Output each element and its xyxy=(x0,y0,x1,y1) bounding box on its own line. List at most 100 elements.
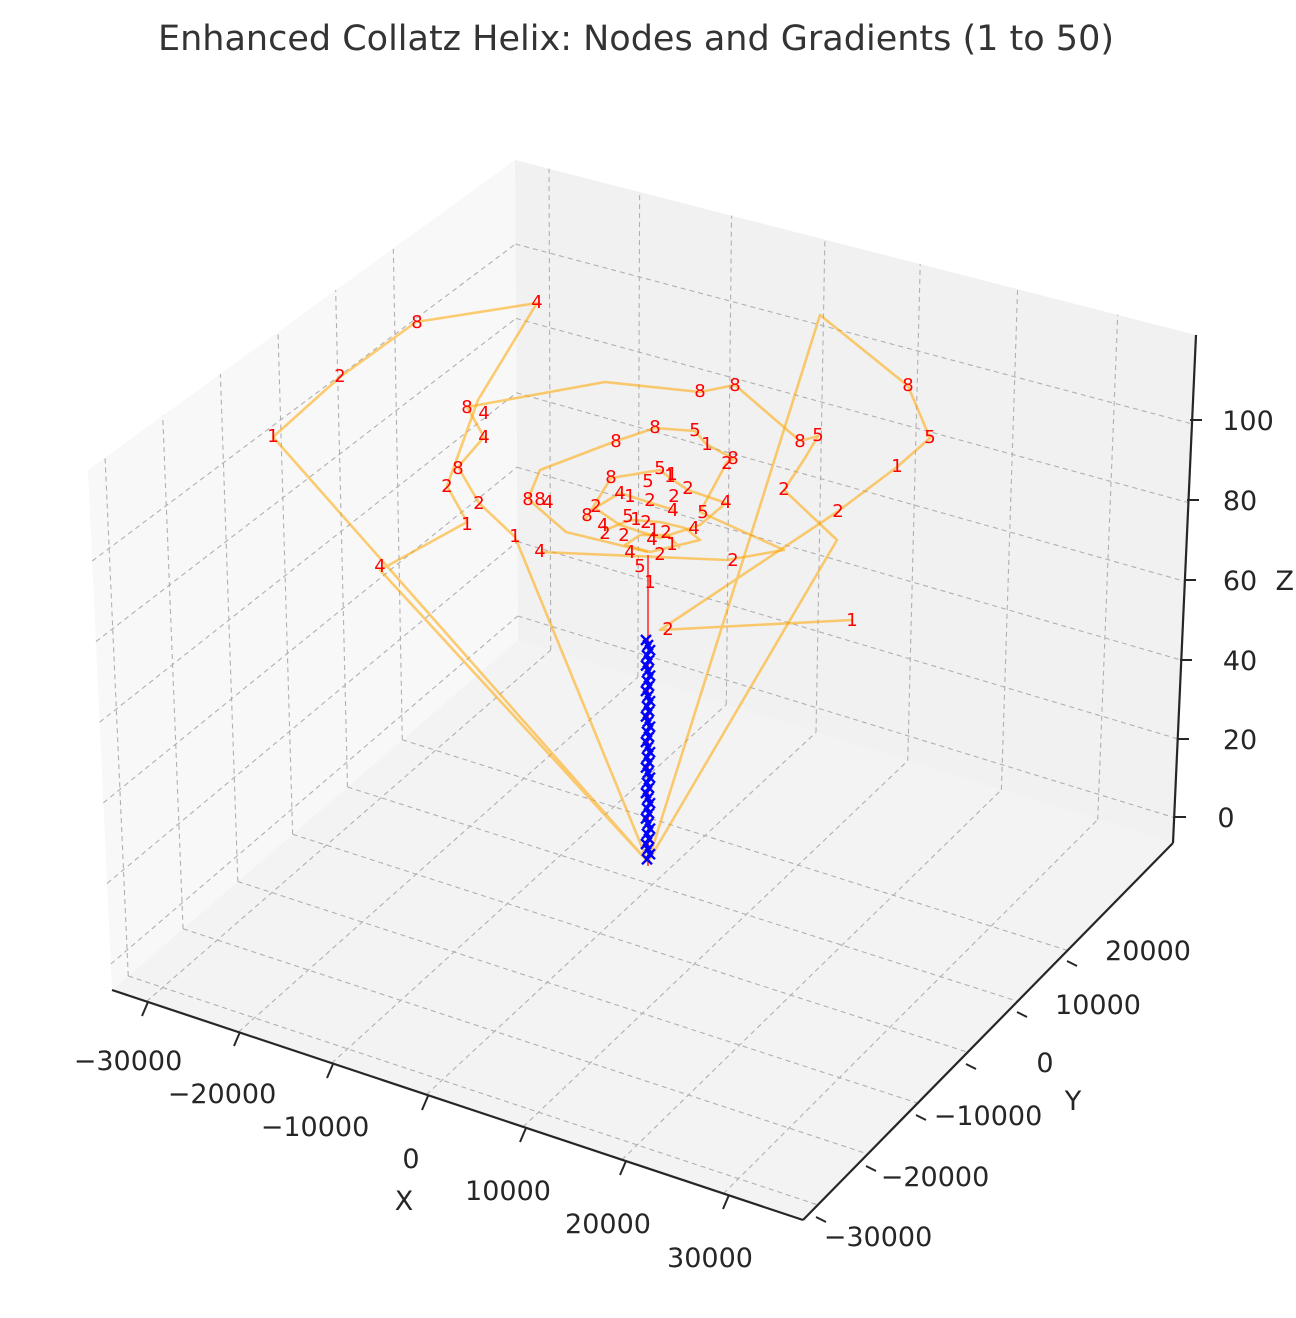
x-tick-label: 20000 xyxy=(565,1209,651,1240)
grid-line xyxy=(95,317,517,643)
node-label: 8 xyxy=(610,431,621,452)
node-label: 8 xyxy=(902,375,913,396)
node-label: 1 xyxy=(644,572,655,593)
node-label: 2 xyxy=(654,544,665,565)
x-tick-mark xyxy=(421,1095,429,1111)
node-label: 2 xyxy=(590,496,601,517)
grid-line xyxy=(99,392,517,723)
orbit-third xyxy=(526,426,786,562)
grid-line xyxy=(335,290,349,788)
grid-line xyxy=(91,243,516,562)
orbit-outer xyxy=(271,301,932,864)
z-tick-label: 0 xyxy=(1217,803,1234,834)
x-tick-label: 30000 xyxy=(667,1243,753,1274)
orbit-series xyxy=(271,301,932,864)
node-label: 1 xyxy=(666,534,677,555)
y-tick-mark xyxy=(915,1114,927,1121)
node-label: 2 xyxy=(644,490,655,511)
z-tick-label: 40 xyxy=(1223,646,1257,677)
node-label: 5 xyxy=(654,458,665,479)
x-tick-label: −10000 xyxy=(261,1112,370,1143)
y-tick-label: 20000 xyxy=(1105,936,1191,967)
grid-line xyxy=(219,373,239,882)
node-label: 2 xyxy=(727,550,738,571)
node-label: 5 xyxy=(812,425,823,446)
z-tick-label: 20 xyxy=(1223,725,1257,756)
node-label: 2 xyxy=(682,478,693,499)
orbit-second xyxy=(456,380,839,863)
x-tick-label: 0 xyxy=(402,1144,419,1175)
node-label: 8 xyxy=(581,505,592,526)
back-pane xyxy=(515,160,1196,843)
node-label: 2 xyxy=(660,522,671,543)
z-tick-label: 100 xyxy=(1222,406,1274,437)
node-label: 2 xyxy=(473,493,484,514)
grid-line xyxy=(517,541,1178,740)
node-label: 8 xyxy=(452,458,463,479)
node-label: 8 xyxy=(605,467,616,488)
node-label: 8 xyxy=(694,381,705,402)
node-label: 5 xyxy=(642,471,653,492)
y-tick-label: 10000 xyxy=(1055,990,1141,1021)
node-label: 8 xyxy=(794,431,805,452)
y-tick-label: 0 xyxy=(1036,1048,1053,1079)
node-label: 2 xyxy=(778,479,789,500)
node-label: 4 xyxy=(646,529,657,550)
node-label: 4 xyxy=(614,483,625,504)
node-label: 4 xyxy=(374,556,385,577)
x-axis-label: X xyxy=(395,1186,414,1217)
y-tick-mark xyxy=(1066,960,1078,967)
node-label: 4 xyxy=(534,541,545,562)
node-label: 2 xyxy=(640,512,651,533)
x-tick-label: −30000 xyxy=(74,1046,183,1077)
grid-line xyxy=(522,760,909,1128)
node-label: 4 xyxy=(720,492,731,513)
x-tick-label: −20000 xyxy=(168,1079,277,1110)
node-label: 8 xyxy=(522,489,533,510)
node-label: 1 xyxy=(624,486,635,507)
grid-line xyxy=(723,819,1099,1194)
node-label: 8 xyxy=(534,489,545,510)
y-tick-mark xyxy=(815,1216,827,1223)
x-tick-mark xyxy=(141,1001,149,1017)
node-label: 8 xyxy=(727,448,738,469)
grid-line xyxy=(106,541,518,884)
chart-title: Enhanced Collatz Helix: Nodes and Gradie… xyxy=(158,19,1114,59)
node-label: 1 xyxy=(509,526,520,547)
node-marker xyxy=(641,853,653,866)
grid-line xyxy=(237,880,918,1104)
x-tick-mark xyxy=(619,1160,627,1176)
y-tick-mark xyxy=(865,1165,877,1172)
y-axis-line xyxy=(802,842,1174,1221)
grid-line xyxy=(103,466,518,804)
node-label: 1 xyxy=(267,426,278,447)
node-label: 8 xyxy=(461,397,472,418)
grid-line xyxy=(426,731,817,1096)
node-label: 4 xyxy=(478,403,489,424)
node-label: 5 xyxy=(924,427,935,448)
node-label: 4 xyxy=(531,292,542,313)
node-label: 1 xyxy=(648,520,659,541)
y-tick-label: −20000 xyxy=(881,1162,990,1193)
grid-line xyxy=(277,332,294,835)
y-tick-mark xyxy=(965,1063,977,1070)
grid-line xyxy=(907,264,921,761)
y-axis-label: Y xyxy=(1064,1086,1082,1117)
node-label: 2 xyxy=(441,476,452,497)
node-label: 8 xyxy=(411,312,422,333)
grid-line xyxy=(1097,314,1119,820)
x-tick-mark xyxy=(519,1127,527,1143)
orbit-fourth xyxy=(583,468,728,540)
node-label: 2 xyxy=(668,486,679,507)
node-label: 2 xyxy=(599,523,610,544)
floor-pane xyxy=(112,640,1173,1220)
x-tick-mark xyxy=(233,1031,241,1047)
node-label: 2 xyxy=(334,366,345,387)
node-label: 1 xyxy=(461,514,472,535)
grid-line xyxy=(162,415,184,929)
x-tick-mark xyxy=(722,1194,730,1210)
x-axis-line xyxy=(111,988,804,1222)
node-markers xyxy=(640,634,656,866)
